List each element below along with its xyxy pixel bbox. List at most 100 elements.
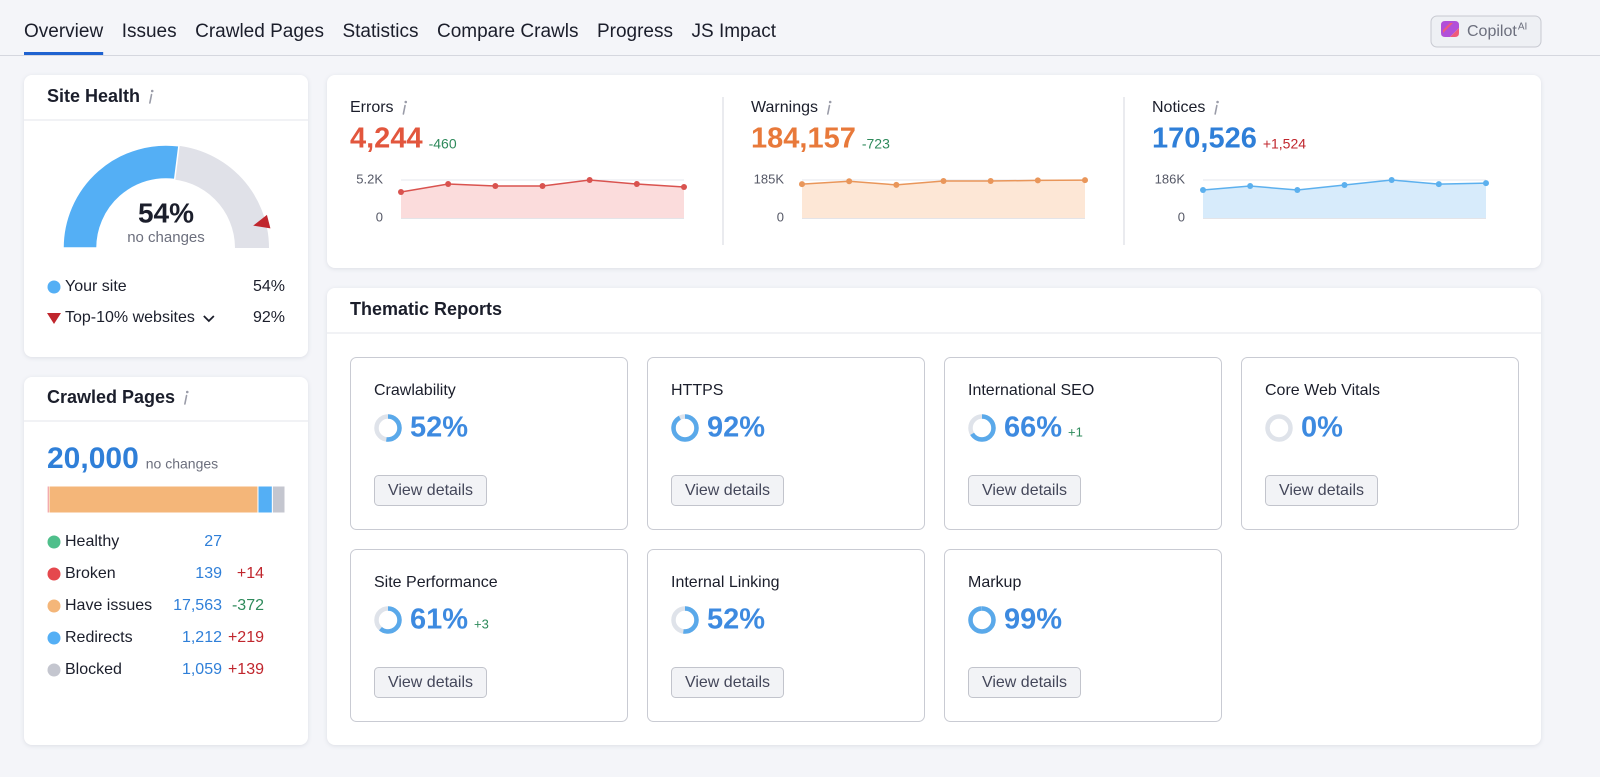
gauge-note: no changes bbox=[127, 229, 205, 246]
view-details-label[interactable]: View details bbox=[982, 482, 1067, 499]
score-ring bbox=[374, 414, 402, 442]
sparkline-point bbox=[681, 183, 687, 190]
sparkline-point bbox=[799, 181, 805, 188]
nav-tab[interactable]: JS Impact bbox=[692, 21, 777, 42]
info-icon-dot bbox=[404, 100, 408, 104]
report-score: 52% bbox=[707, 604, 765, 636]
report-name: International SEO bbox=[968, 382, 1094, 399]
report-score: 99% bbox=[1004, 604, 1062, 636]
report-name: HTTPS bbox=[671, 382, 723, 399]
report-score: 0% bbox=[1301, 412, 1343, 444]
legend-value: 92% bbox=[253, 309, 285, 326]
active-tab-indicator bbox=[24, 52, 104, 55]
legend-change: +14 bbox=[237, 565, 264, 582]
sparkline-point bbox=[1388, 177, 1395, 183]
issue-total[interactable]: 4,244 bbox=[350, 123, 423, 155]
info-icon-stem bbox=[149, 93, 153, 104]
crawled-note: no changes bbox=[146, 456, 218, 472]
info-icon bbox=[149, 89, 154, 104]
stacked-bar-segment bbox=[257, 485, 273, 514]
report-name: Site Performance bbox=[374, 574, 498, 591]
legend-marker bbox=[47, 567, 61, 581]
sparkline-point bbox=[1034, 177, 1041, 184]
info-icon-stem bbox=[826, 104, 831, 115]
view-details-button[interactable] bbox=[968, 475, 1081, 506]
view-details-button[interactable] bbox=[671, 475, 784, 506]
nav-tab[interactable]: Issues bbox=[122, 21, 177, 42]
view-details-label[interactable]: View details bbox=[982, 674, 1067, 691]
sparkline-point bbox=[398, 188, 404, 195]
view-details-button[interactable] bbox=[968, 667, 1081, 698]
report-score: 52% bbox=[410, 412, 468, 444]
info-icon-dot bbox=[150, 89, 154, 93]
legend-name: Redirects bbox=[65, 629, 133, 646]
nav-border bbox=[0, 55, 1600, 56]
crawled-pages-card bbox=[24, 377, 308, 745]
report-score: 92% bbox=[707, 412, 765, 444]
legend-marker bbox=[47, 663, 61, 677]
gauge-value bbox=[62, 144, 180, 249]
sparkline-area bbox=[1203, 180, 1486, 218]
view-details-button[interactable] bbox=[671, 667, 784, 698]
dropdown-chevron[interactable] bbox=[203, 315, 215, 323]
issue-label: Warnings bbox=[751, 99, 818, 116]
info-icon-stem bbox=[184, 394, 188, 405]
score-ring bbox=[968, 606, 996, 634]
issue-total[interactable]: 170,526 bbox=[1152, 123, 1257, 155]
view-details-label[interactable]: View details bbox=[1279, 482, 1364, 499]
issue-label: Errors bbox=[350, 99, 394, 116]
stacked-bar-segment bbox=[48, 485, 259, 514]
sparkline-point bbox=[445, 181, 452, 188]
card-title: Site Health bbox=[47, 86, 140, 106]
nav-tab[interactable]: Progress bbox=[597, 21, 673, 42]
sparkline-point bbox=[987, 178, 994, 185]
sparkline-point bbox=[1247, 183, 1254, 190]
nav-tab[interactable]: Crawled Pages bbox=[195, 21, 324, 42]
card-title: Crawled Pages bbox=[47, 387, 175, 407]
sparkline-point bbox=[940, 178, 947, 185]
issue-label: Notices bbox=[1152, 99, 1205, 116]
report-name: Markup bbox=[968, 574, 1021, 591]
sparkline-point bbox=[492, 182, 499, 189]
info-icon bbox=[184, 390, 189, 405]
issue-total[interactable]: 184,157 bbox=[751, 123, 856, 155]
y-tick-label: 0 bbox=[1178, 209, 1185, 224]
legend-marker bbox=[47, 599, 61, 613]
info-icon bbox=[402, 100, 408, 115]
report-name: Crawlability bbox=[374, 382, 456, 399]
legend-count[interactable]: 27 bbox=[204, 533, 222, 550]
view-details-label[interactable]: View details bbox=[388, 674, 473, 691]
issue-change: -460 bbox=[429, 136, 457, 152]
report-name: Core Web Vitals bbox=[1265, 382, 1380, 399]
info-icon-stem bbox=[1214, 104, 1218, 115]
copilot-badge: AI bbox=[1518, 22, 1527, 33]
legend-count[interactable]: 139 bbox=[195, 565, 222, 582]
sparkline-point bbox=[1341, 182, 1348, 189]
sparkline-area bbox=[401, 180, 684, 218]
legend-marker bbox=[47, 631, 61, 645]
view-details-button[interactable] bbox=[374, 475, 487, 506]
y-tick-label: 0 bbox=[777, 209, 784, 224]
legend-count[interactable]: 1,212 bbox=[182, 629, 222, 646]
legend-count[interactable]: 1,059 bbox=[182, 661, 222, 678]
legend-marker bbox=[47, 280, 61, 294]
legend-name: Blocked bbox=[65, 661, 122, 678]
view-details-button[interactable] bbox=[1265, 475, 1378, 506]
legend-name[interactable]: Top-10% websites bbox=[65, 309, 195, 326]
card-title: Thematic Reports bbox=[350, 299, 502, 319]
report-score: 66% bbox=[1004, 412, 1062, 444]
nav-tab[interactable]: Statistics bbox=[342, 21, 418, 42]
view-details-label[interactable]: View details bbox=[685, 482, 770, 499]
sparkline-point bbox=[1483, 180, 1489, 187]
y-tick-label: 0 bbox=[376, 209, 383, 224]
view-details-button[interactable] bbox=[374, 667, 487, 698]
legend-marker bbox=[47, 313, 61, 324]
score-ring bbox=[374, 606, 402, 634]
nav-tab[interactable]: Overview bbox=[24, 21, 103, 42]
legend-change: +139 bbox=[228, 661, 264, 678]
nav-tab[interactable]: Compare Crawls bbox=[437, 21, 578, 42]
score-ring bbox=[968, 414, 996, 442]
view-details-label[interactable]: View details bbox=[685, 674, 770, 691]
legend-count[interactable]: 17,563 bbox=[173, 597, 222, 614]
view-details-label[interactable]: View details bbox=[388, 482, 473, 499]
